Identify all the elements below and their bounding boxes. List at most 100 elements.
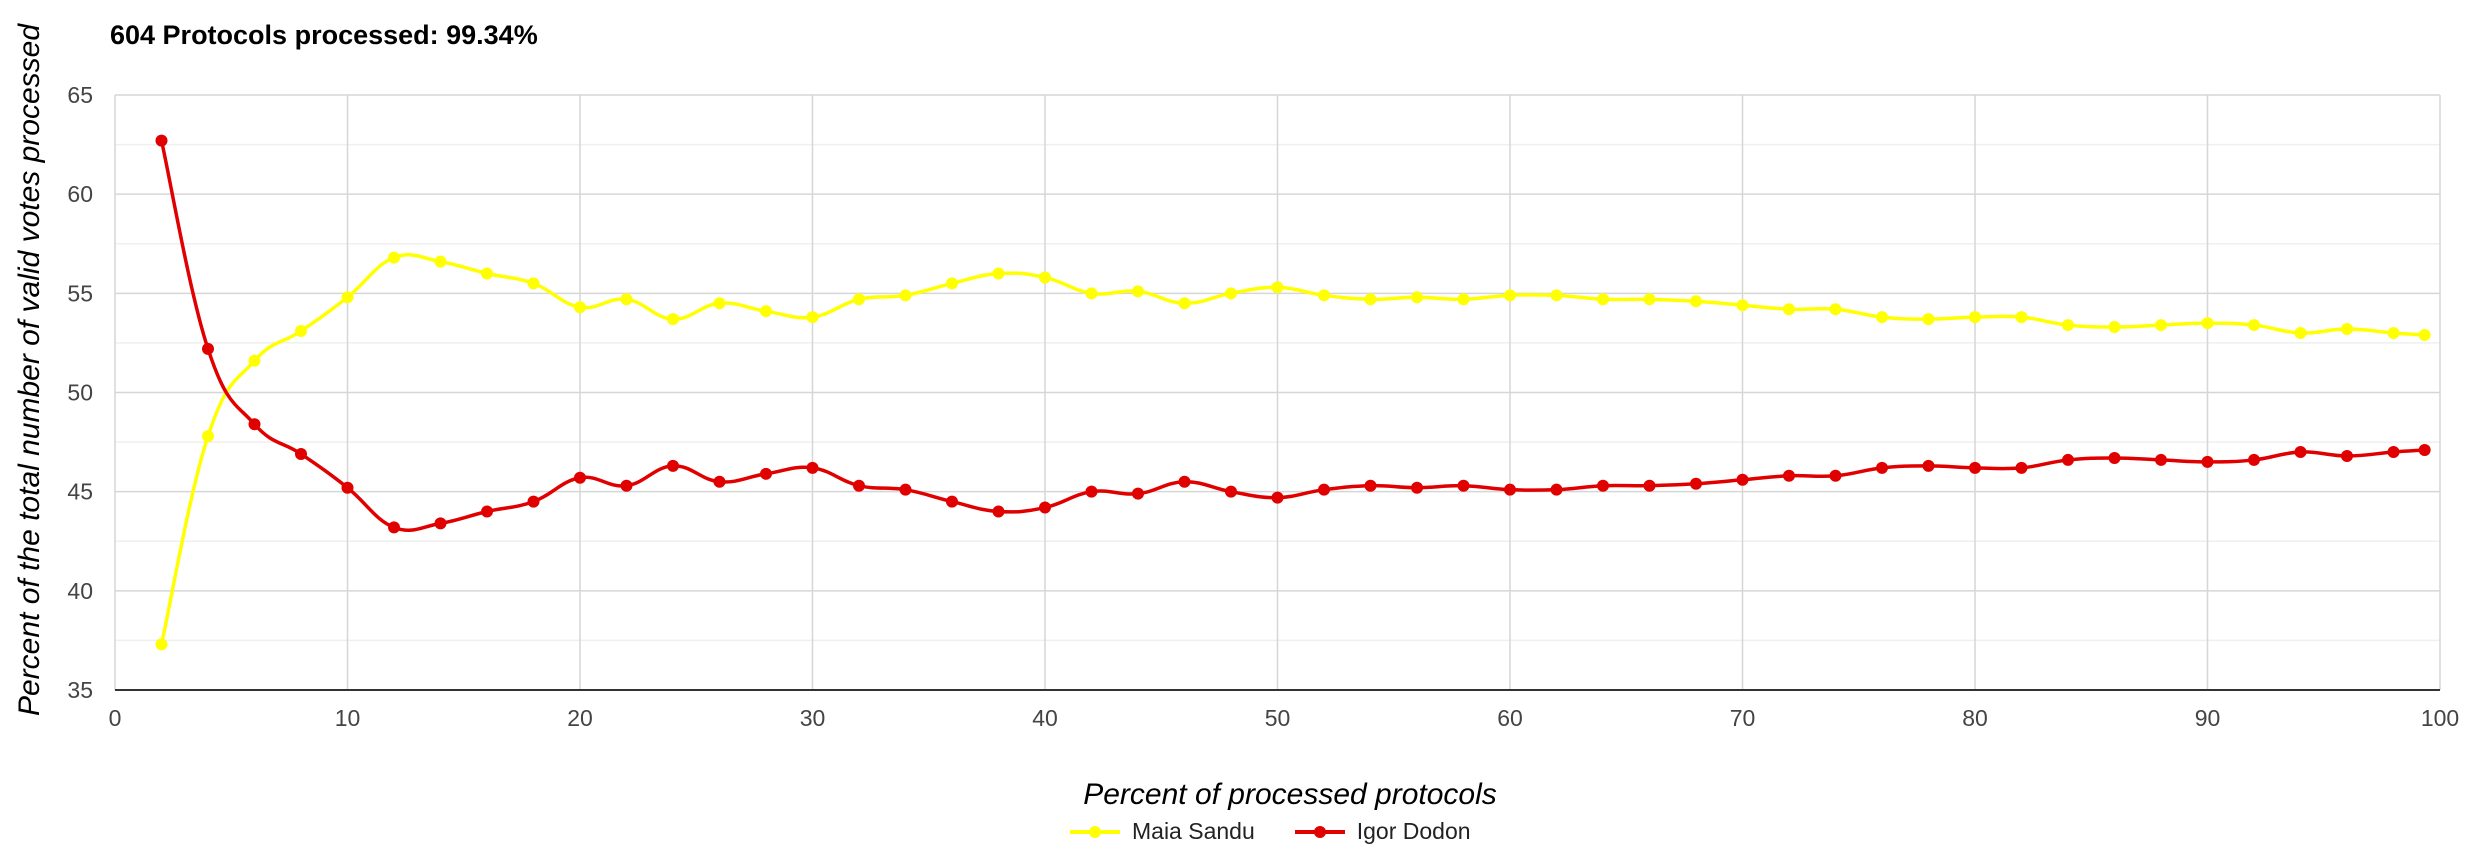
data-point-igor-dodon	[2341, 449, 2353, 462]
data-point-maia-sandu	[667, 313, 679, 326]
data-point-igor-dodon	[155, 134, 168, 147]
data-point-maia-sandu	[1085, 287, 1098, 300]
data-point-igor-dodon	[1271, 491, 1284, 504]
data-point-maia-sandu	[1411, 291, 1423, 304]
data-point-igor-dodon	[1411, 481, 1423, 494]
data-point-igor-dodon	[202, 342, 214, 355]
x-tick-label: 50	[1265, 705, 1291, 731]
data-point-maia-sandu	[806, 311, 819, 324]
data-point-igor-dodon	[2062, 453, 2074, 466]
data-point-igor-dodon	[760, 467, 772, 480]
data-point-igor-dodon	[899, 483, 912, 496]
series-maia-sandu	[155, 251, 2431, 651]
data-point-maia-sandu	[1364, 293, 1377, 306]
data-point-maia-sandu	[2062, 319, 2074, 332]
data-point-maia-sandu	[713, 297, 726, 310]
y-tick-label: 35	[67, 677, 93, 703]
data-point-maia-sandu	[2341, 323, 2353, 336]
data-point-maia-sandu	[946, 277, 958, 290]
x-tick-label: 100	[2421, 705, 2459, 731]
data-point-maia-sandu	[1783, 303, 1795, 316]
data-point-maia-sandu	[2155, 319, 2167, 332]
data-point-igor-dodon	[1736, 473, 1749, 486]
data-point-maia-sandu	[1504, 289, 1516, 302]
data-point-igor-dodon	[1457, 479, 1470, 492]
data-point-maia-sandu	[1597, 293, 1609, 306]
data-point-igor-dodon	[946, 495, 958, 508]
data-point-maia-sandu	[2108, 321, 2121, 334]
data-point-igor-dodon	[1132, 487, 1144, 500]
data-point-igor-dodon	[388, 521, 400, 534]
data-point-igor-dodon	[248, 418, 261, 431]
data-point-igor-dodon	[2418, 444, 2431, 457]
data-point-igor-dodon	[1364, 479, 1377, 492]
data-point-maia-sandu	[2387, 327, 2400, 339]
data-point-igor-dodon	[1922, 459, 1935, 472]
data-point-igor-dodon	[853, 479, 865, 492]
data-point-maia-sandu	[1132, 285, 1144, 298]
data-point-maia-sandu	[1922, 313, 1935, 326]
data-point-maia-sandu	[760, 305, 772, 318]
data-point-igor-dodon	[713, 475, 726, 488]
y-tick-label: 40	[67, 578, 93, 604]
x-tick-label: 70	[1730, 705, 1756, 731]
data-point-igor-dodon	[1039, 501, 1051, 514]
data-point-maia-sandu	[1178, 297, 1191, 310]
y-tick-label: 65	[67, 82, 93, 108]
series-layer	[155, 134, 2431, 651]
series-line-igor-dodon	[159, 140, 2425, 532]
legend: Maia Sandu Igor Dodon	[1070, 818, 1471, 845]
data-point-maia-sandu	[1457, 293, 1470, 306]
data-point-maia-sandu	[434, 255, 447, 268]
data-point-maia-sandu	[2248, 319, 2260, 332]
data-point-maia-sandu	[341, 291, 354, 304]
x-tick-label: 0	[109, 705, 122, 731]
y-tick-label: 55	[67, 280, 93, 306]
data-point-maia-sandu	[248, 354, 261, 367]
data-point-maia-sandu	[1550, 289, 1563, 302]
data-point-igor-dodon	[341, 481, 354, 494]
data-point-maia-sandu	[1643, 293, 1656, 306]
legend-item-igor-dodon[interactable]: Igor Dodon	[1294, 818, 1471, 845]
data-point-igor-dodon	[1969, 461, 1981, 474]
legend-item-maia-sandu[interactable]: Maia Sandu	[1070, 818, 1255, 845]
data-point-igor-dodon	[667, 459, 679, 472]
data-point-igor-dodon	[481, 505, 493, 518]
data-point-igor-dodon	[1643, 479, 1656, 492]
chart-title: 604 Protocols processed: 99.34%	[110, 20, 538, 50]
data-point-igor-dodon	[2387, 446, 2400, 458]
data-point-maia-sandu	[2294, 327, 2307, 339]
data-point-maia-sandu	[2418, 328, 2431, 341]
data-point-maia-sandu	[481, 267, 493, 280]
y-tick-label: 60	[67, 181, 93, 207]
x-tick-label: 20	[567, 705, 593, 731]
data-point-maia-sandu	[574, 301, 586, 314]
data-point-maia-sandu	[1690, 295, 1702, 308]
data-point-igor-dodon	[2248, 453, 2260, 466]
data-point-igor-dodon	[620, 479, 633, 492]
data-point-igor-dodon	[2015, 461, 2028, 474]
data-point-igor-dodon	[1550, 483, 1563, 496]
data-point-maia-sandu	[1829, 303, 1842, 316]
x-tick-label: 40	[1032, 705, 1058, 731]
data-point-igor-dodon	[1876, 461, 1888, 474]
data-point-maia-sandu	[155, 638, 168, 651]
x-tick-label: 80	[1962, 705, 1988, 731]
data-point-maia-sandu	[1969, 311, 1981, 324]
data-point-maia-sandu	[899, 289, 912, 302]
data-point-igor-dodon	[1225, 485, 1237, 498]
data-point-igor-dodon	[2108, 451, 2121, 464]
data-point-igor-dodon	[2155, 453, 2167, 466]
y-tick-label: 50	[67, 380, 93, 406]
data-point-igor-dodon	[2201, 455, 2214, 468]
data-point-igor-dodon	[2294, 446, 2307, 458]
data-point-maia-sandu	[202, 430, 214, 443]
data-point-maia-sandu	[853, 293, 865, 306]
data-point-igor-dodon	[992, 505, 1005, 518]
data-point-maia-sandu	[620, 293, 633, 306]
data-point-igor-dodon	[434, 517, 447, 530]
x-tick-label: 10	[335, 705, 361, 731]
data-point-maia-sandu	[1271, 281, 1284, 294]
x-tick-label: 90	[2195, 705, 2221, 731]
legend-swatch-igor-dodon	[1294, 825, 1345, 838]
